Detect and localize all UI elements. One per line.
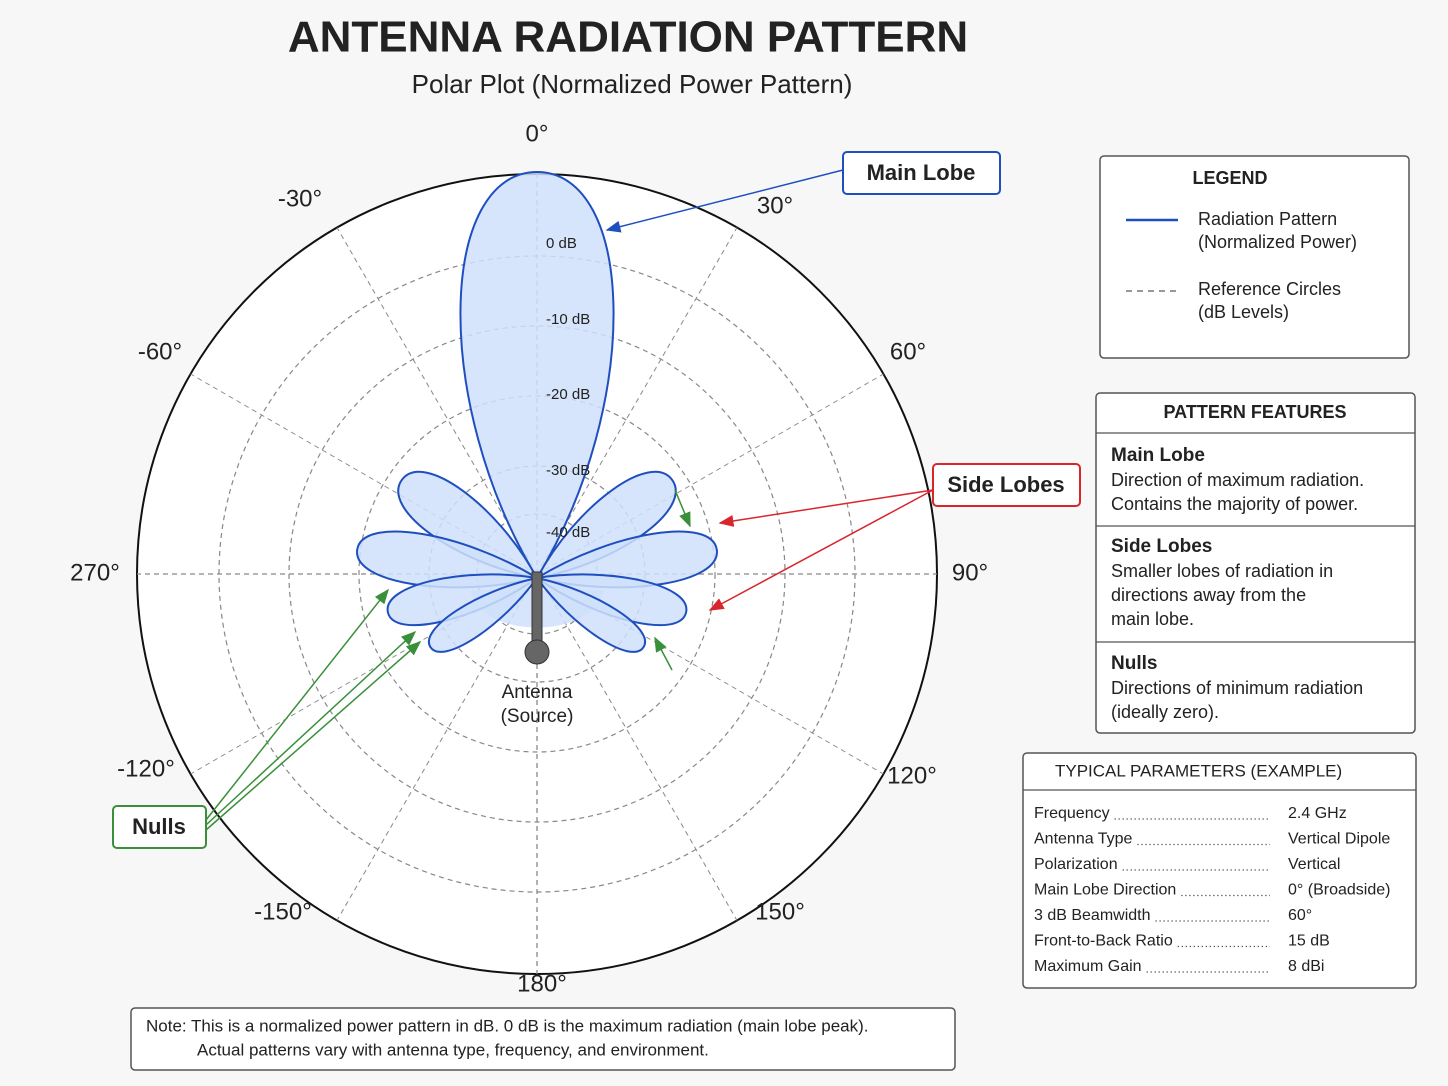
side-lobe [534, 576, 647, 653]
legend-label: (Normalized Power) [1198, 232, 1357, 252]
polar-plot: Antenna (Source) 0 dB -10 dB -20 dB -30 dB -40… [70, 120, 988, 997]
arrow [674, 489, 691, 528]
parameter-name: Frequency [1034, 805, 1110, 822]
legend-label: (dB Levels) [1198, 302, 1289, 322]
parameter-name: Front-to-Back Ratio [1034, 933, 1173, 950]
feature-description: directions away from the [1111, 585, 1306, 605]
angle-label: -60° [138, 338, 182, 365]
ring-label: -30 dB [546, 462, 590, 479]
side-lobe [427, 576, 540, 653]
parameter-name: 3 dB Beamwidth [1034, 907, 1151, 924]
parameter-value: 0° (Broadside) [1288, 882, 1390, 899]
angle-label: 0° [526, 120, 549, 147]
note-line: Actual patterns vary with antenna type, … [197, 1040, 709, 1059]
arrow [708, 489, 934, 611]
antenna-label: Antenna [502, 682, 573, 703]
arrow [205, 641, 422, 831]
ring-label: -20 dB [546, 386, 590, 403]
features-title: PATTERN FEATURES [1164, 402, 1347, 422]
angle-label: -120° [117, 755, 175, 782]
parameter-value: 60° [1288, 907, 1312, 924]
parameter-value: 8 dBi [1288, 958, 1324, 975]
angle-label: 180° [517, 970, 567, 997]
angle-label: 90° [952, 559, 988, 586]
ring-label: -40 dB [546, 524, 590, 541]
feature-description: Direction of maximum radiation. [1111, 470, 1364, 490]
spoke [536, 227, 738, 575]
features-box [1095, 392, 1416, 734]
legend-title: LEGEND [1192, 168, 1267, 188]
callout-box [842, 151, 1001, 195]
parameter-value: Vertical [1288, 856, 1340, 873]
antenna-label: (Source) [501, 706, 574, 727]
antenna-base [524, 639, 550, 665]
callout-box [112, 805, 207, 849]
angle-label: 120° [887, 762, 937, 789]
callout-box [932, 463, 1081, 507]
angle-label: 150° [755, 898, 805, 925]
parameter-value: Vertical Dipole [1288, 831, 1390, 848]
parameter-value: 2.4 GHz [1288, 805, 1347, 822]
feature-name: Main Lobe [1111, 445, 1205, 466]
legend-label: Radiation Pattern [1198, 209, 1337, 229]
feature-description: Contains the majority of power. [1111, 494, 1358, 514]
parameter-name: Antenna Type [1034, 831, 1133, 848]
antenna [531, 571, 543, 651]
feature-name: Nulls [1111, 653, 1157, 674]
feature-name: Side Lobes [1111, 536, 1212, 557]
parameters-title: TYPICAL PARAMETERS (EXAMPLE) [1055, 761, 1342, 780]
legend-box [1099, 155, 1410, 359]
features-list: Main Lobe Direction of maximum radiation.… [1111, 445, 1364, 722]
spoke [336, 573, 538, 921]
parameters-table: Frequency 2.4 GHz Antenna Type Vertical Dip… [1034, 805, 1390, 975]
parameter-value: 15 dB [1288, 933, 1330, 950]
angle-label: 60° [890, 338, 926, 365]
subtitle: Polar Plot (Normalized Power Pattern) [412, 69, 853, 99]
angle-label: -30° [278, 185, 322, 212]
parameter-name: Maximum Gain [1034, 958, 1142, 975]
spoke [336, 227, 538, 575]
spoke [536, 573, 738, 921]
feature-description: (ideally zero). [1111, 702, 1219, 722]
arrow [205, 588, 389, 821]
legend-label: Reference Circles [1198, 279, 1341, 299]
parameter-name: Main Lobe Direction [1034, 882, 1176, 899]
feature-description: Smaller lobes of radiation in [1111, 561, 1333, 581]
feature-description: Directions of minimum radiation [1111, 678, 1363, 698]
note-line: Note: This is a normalized power pattern… [146, 1016, 869, 1035]
title: ANTENNA RADIATION PATTERN [288, 13, 968, 62]
main-lobe [459, 170, 615, 580]
ring-label: 0 dB [546, 235, 577, 252]
arrow [605, 169, 844, 233]
angle-label: 270° [70, 559, 120, 586]
note-box [130, 1007, 956, 1071]
callout-main-lobe: Main Lobe [867, 160, 976, 185]
ring-label: -10 dB [546, 311, 590, 328]
angle-label: 30° [757, 192, 793, 219]
callout-side-lobes: Side Lobes [947, 472, 1064, 497]
callout-nulls: Nulls [132, 814, 186, 839]
angle-label: -150° [254, 898, 312, 925]
feature-description: main lobe. [1111, 609, 1194, 629]
parameter-name: Polarization [1034, 856, 1118, 873]
arrow [205, 630, 417, 826]
arrow [654, 636, 673, 671]
arrow [718, 489, 934, 527]
